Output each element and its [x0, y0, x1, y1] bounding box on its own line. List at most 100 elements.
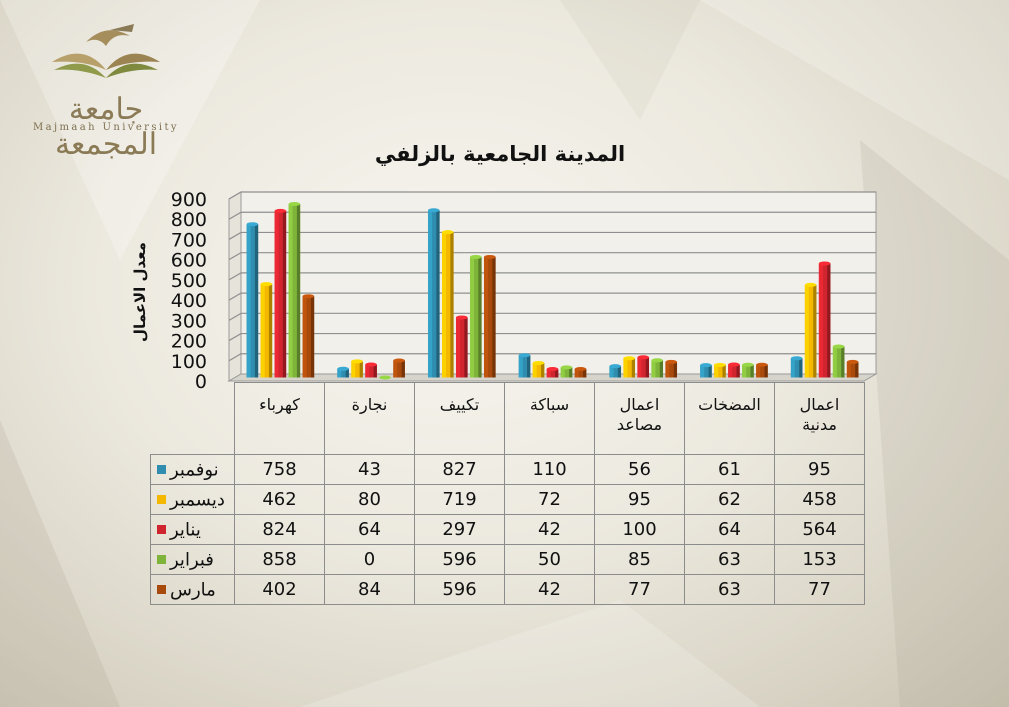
bar-body: [455, 317, 468, 378]
bar-highlight: [260, 284, 265, 378]
bar-body: [623, 358, 636, 378]
bar-shadow: [673, 361, 678, 378]
gridline: [228, 332, 876, 342]
bar: [337, 366, 349, 378]
data-label: 61: [684, 454, 775, 485]
bar-cap: [532, 360, 545, 365]
bar-highlight: [637, 357, 642, 378]
bar-shadow: [527, 355, 531, 378]
y-tick-label: 600: [171, 250, 207, 272]
data-label: 402: [234, 574, 325, 605]
legend-label: فبراير: [170, 549, 214, 571]
legend-label: مارس: [170, 579, 216, 601]
bar: [560, 365, 573, 378]
data-label: 50: [504, 544, 595, 575]
bar-cap: [790, 356, 803, 361]
y-tick-label: 200: [171, 331, 207, 353]
category-label-line: المضخات: [698, 395, 761, 414]
data-label: 110: [504, 454, 595, 485]
bar-cap: [665, 359, 678, 364]
bar-body: [700, 365, 712, 378]
y-tick-label: 0: [195, 371, 207, 393]
data-label: 77: [774, 574, 865, 605]
bar: [609, 364, 622, 378]
bar-highlight: [651, 360, 656, 378]
bar-shadow: [827, 263, 831, 378]
bar-cap: [365, 362, 377, 367]
bar-cap: [546, 367, 559, 372]
series-row: مارس 402 84 596 42 77 63 77: [150, 574, 865, 605]
data-label: 153: [774, 544, 865, 575]
category-label-line: سباكة: [529, 395, 570, 414]
bar-body: [246, 224, 259, 378]
bar-body: [546, 369, 559, 378]
bar-shadow: [345, 368, 349, 378]
y-tick-label: 100: [171, 351, 207, 373]
logo-arabic-name: جامعة المجمعة: [54, 92, 158, 162]
bar-cap: [574, 367, 587, 372]
bar-cap: [609, 364, 622, 369]
bar: [818, 261, 831, 378]
data-label: 64: [684, 514, 775, 545]
bar-shadow: [282, 210, 287, 378]
logo-english-name: Majmaah University: [33, 122, 179, 133]
bar-highlight: [665, 361, 670, 378]
legend-swatch: [157, 465, 166, 475]
bar: [427, 208, 440, 378]
bar: [846, 359, 859, 378]
category-label: المضخات: [684, 382, 775, 455]
bar-highlight: [427, 210, 433, 378]
bar-highlight: [274, 210, 279, 378]
bar: [379, 375, 391, 380]
data-label: 64: [324, 514, 415, 545]
bar-body: [832, 346, 845, 378]
data-label: 72: [504, 484, 595, 515]
bar-cap: [518, 353, 531, 358]
bar: [742, 362, 754, 378]
bar-shadow: [617, 366, 622, 378]
bar-highlight: [393, 360, 398, 378]
data-label: 0: [324, 544, 415, 575]
bar-highlight: [441, 232, 447, 378]
series-row: فبراير 858 0 596 50 85 63 153: [150, 544, 865, 575]
bar-highlight: [518, 355, 523, 378]
bar-highlight: [337, 368, 342, 378]
legend-swatch: [157, 555, 166, 565]
data-label: 95: [594, 484, 685, 515]
bar-shadow: [659, 360, 664, 378]
bar-body: [365, 364, 377, 378]
bar-shadow: [750, 364, 754, 378]
category-label: نجارة: [324, 382, 415, 455]
bar-body: [846, 361, 859, 378]
bar: [651, 358, 664, 378]
data-label: 43: [324, 454, 415, 485]
data-label: 42: [504, 514, 595, 545]
plot-side-wall: [228, 191, 242, 382]
legend-label: نوفمبر: [170, 459, 219, 481]
bar: [302, 294, 315, 378]
data-label: 564: [774, 514, 865, 545]
bar-highlight: [846, 361, 851, 378]
bar-shadow: [464, 317, 468, 378]
gridlines: [228, 191, 876, 362]
y-tick-label: 300: [171, 310, 207, 332]
bar-cap: [756, 362, 768, 367]
data-label: 95: [774, 454, 865, 485]
legend-entry: مارس: [150, 574, 235, 605]
y-tick-label: 400: [171, 290, 207, 312]
bar-highlight: [246, 224, 251, 378]
bar-body: [756, 364, 768, 378]
bar-highlight: [609, 366, 614, 378]
bar: [288, 201, 301, 378]
bar-body: [288, 203, 301, 378]
bar: [832, 344, 845, 378]
bar: [365, 362, 377, 378]
chart-data-table: كهرباء نجارة تكييف سباكة اعمال مصاعد المضخات اع…: [150, 382, 865, 605]
open-book-logo-icon: [52, 24, 160, 78]
data-label: 100: [594, 514, 685, 545]
bar-highlight: [700, 365, 705, 378]
category-label-line: نجارة: [351, 395, 388, 414]
legend-label: يناير: [170, 519, 201, 541]
bar-highlight: [288, 203, 293, 378]
